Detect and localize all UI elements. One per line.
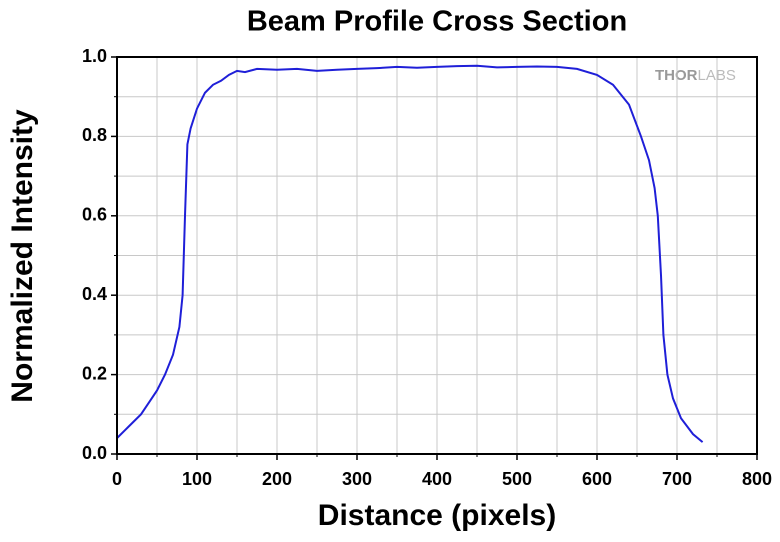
logo: THORLABS	[655, 67, 736, 84]
x-tick-label: 500	[502, 469, 532, 489]
y-tick-label: 1.0	[82, 46, 107, 66]
plot-frame	[116, 56, 758, 455]
data-line	[116, 64, 704, 443]
y-tick-label: 0.2	[82, 363, 107, 383]
y-tick-label: 0.0	[82, 443, 107, 463]
x-tick-label: 0	[112, 469, 122, 489]
x-tick-label: 400	[422, 469, 452, 489]
chart-title: Beam Profile Cross Section	[247, 6, 627, 38]
y-tick-label: 0.8	[82, 125, 107, 145]
x-tick-label: 300	[342, 469, 372, 489]
logo-part: THOR	[655, 67, 698, 84]
x-tick-label: 600	[582, 469, 612, 489]
x-axis-label: Distance (pixels)	[318, 499, 556, 532]
y-tick-label: 0.4	[82, 284, 107, 304]
x-tick-label: 700	[662, 469, 692, 489]
x-tick-label: 100	[182, 469, 212, 489]
y-axis-label: Normalized Intensity	[6, 109, 39, 403]
x-tick-label: 800	[742, 469, 772, 489]
y-tick-label: 0.6	[82, 205, 107, 225]
x-tick-label: 200	[262, 469, 292, 489]
